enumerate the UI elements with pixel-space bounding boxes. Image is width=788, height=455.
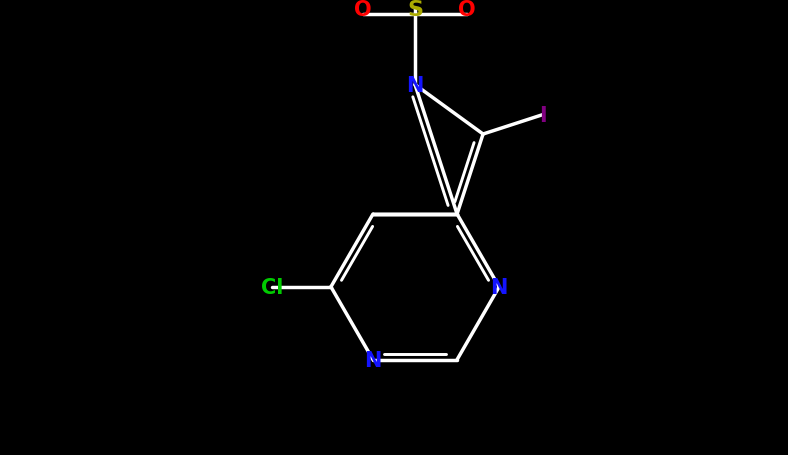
- Text: I: I: [539, 105, 547, 125]
- Text: N: N: [490, 277, 507, 297]
- Text: Cl: Cl: [261, 277, 283, 297]
- Text: O: O: [354, 0, 372, 20]
- Text: N: N: [364, 350, 381, 370]
- Text: S: S: [407, 0, 423, 20]
- Text: O: O: [459, 0, 476, 20]
- Text: N: N: [407, 76, 424, 96]
